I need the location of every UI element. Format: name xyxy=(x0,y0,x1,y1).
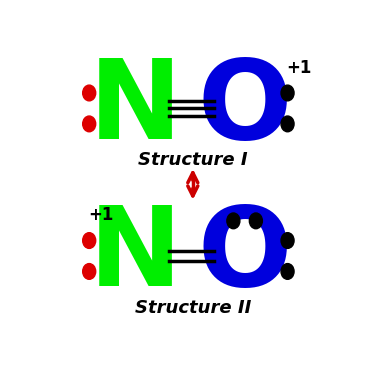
Text: O: O xyxy=(197,55,292,162)
Text: N: N xyxy=(89,55,182,162)
Ellipse shape xyxy=(83,116,96,132)
Ellipse shape xyxy=(83,264,96,279)
Ellipse shape xyxy=(281,264,294,279)
Ellipse shape xyxy=(281,85,294,101)
Ellipse shape xyxy=(83,233,96,249)
Ellipse shape xyxy=(227,213,240,229)
Ellipse shape xyxy=(281,116,294,132)
Text: +1: +1 xyxy=(88,206,114,224)
Text: N: N xyxy=(89,203,182,310)
Text: O: O xyxy=(197,203,292,310)
Ellipse shape xyxy=(249,213,262,229)
Ellipse shape xyxy=(281,233,294,249)
Text: Structure II: Structure II xyxy=(134,299,251,317)
Text: +1: +1 xyxy=(287,59,312,77)
Text: Structure I: Structure I xyxy=(138,151,248,169)
Ellipse shape xyxy=(83,85,96,101)
